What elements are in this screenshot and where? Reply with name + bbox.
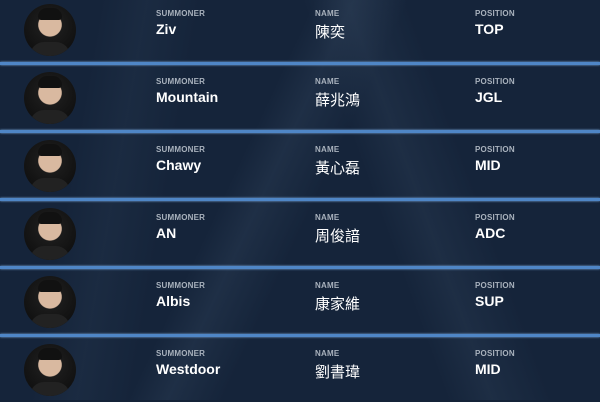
row-divider xyxy=(0,266,600,269)
name-value: 薛兆鴻 xyxy=(315,91,361,109)
name-label: NAME xyxy=(315,349,340,358)
summoner-value: Albis xyxy=(156,293,191,309)
summoner-value: AN xyxy=(156,225,177,241)
summoner-label: SUMMONER xyxy=(156,77,206,86)
player-row[interactable]: SUMMONER Albis NAME 康家維 POSITION SUP xyxy=(0,268,600,334)
row-divider xyxy=(0,62,600,65)
row-divider xyxy=(0,198,600,201)
position-value: MID xyxy=(475,157,501,173)
position-label: POSITION xyxy=(475,145,515,154)
player-row[interactable]: SUMMONER Mountain NAME 薛兆鴻 POSITION JGL xyxy=(0,64,600,130)
name-label: NAME xyxy=(315,77,340,86)
summoner-label: SUMMONER xyxy=(156,145,206,154)
name-label: NAME xyxy=(315,9,340,18)
position-label: POSITION xyxy=(475,77,515,86)
name-label: NAME xyxy=(315,213,340,222)
name-value: 劉書瑋 xyxy=(315,363,361,381)
position-value: TOP xyxy=(475,21,504,37)
player-row[interactable]: SUMMONER Ziv NAME 陳奕 POSITION TOP xyxy=(0,0,600,62)
player-avatar xyxy=(24,140,76,192)
position-label: POSITION xyxy=(475,9,515,18)
summoner-label: SUMMONER xyxy=(156,281,206,290)
row-divider xyxy=(0,334,600,337)
position-label: POSITION xyxy=(475,213,515,222)
position-value: ADC xyxy=(475,225,506,241)
name-label: NAME xyxy=(315,281,340,290)
summoner-value: Ziv xyxy=(156,21,177,37)
name-label: NAME xyxy=(315,145,340,154)
name-value: 周俊諳 xyxy=(315,227,361,245)
position-value: SUP xyxy=(475,293,504,309)
summoner-value: Mountain xyxy=(156,89,219,105)
summoner-value: Chawy xyxy=(156,157,202,173)
row-divider xyxy=(0,130,600,133)
player-avatar xyxy=(24,4,76,56)
player-row[interactable]: SUMMONER AN NAME 周俊諳 POSITION ADC xyxy=(0,200,600,266)
position-label: POSITION xyxy=(475,281,515,290)
player-row[interactable]: SUMMONER Westdoor NAME 劉書瑋 POSITION MID xyxy=(0,336,600,402)
name-value: 康家維 xyxy=(315,295,361,313)
position-value: JGL xyxy=(475,89,503,105)
summoner-label: SUMMONER xyxy=(156,213,206,222)
player-row[interactable]: SUMMONER Chawy NAME 黃心磊 POSITION MID xyxy=(0,132,600,198)
summoner-label: SUMMONER xyxy=(156,349,206,358)
position-value: MID xyxy=(475,361,501,377)
name-value: 黃心磊 xyxy=(315,159,361,177)
summoner-label: SUMMONER xyxy=(156,9,206,18)
name-value: 陳奕 xyxy=(315,23,346,41)
player-avatar xyxy=(24,344,76,396)
position-label: POSITION xyxy=(475,349,515,358)
player-avatar xyxy=(24,72,76,124)
player-avatar xyxy=(24,276,76,328)
player-avatar xyxy=(24,208,76,260)
summoner-value: Westdoor xyxy=(156,361,221,377)
